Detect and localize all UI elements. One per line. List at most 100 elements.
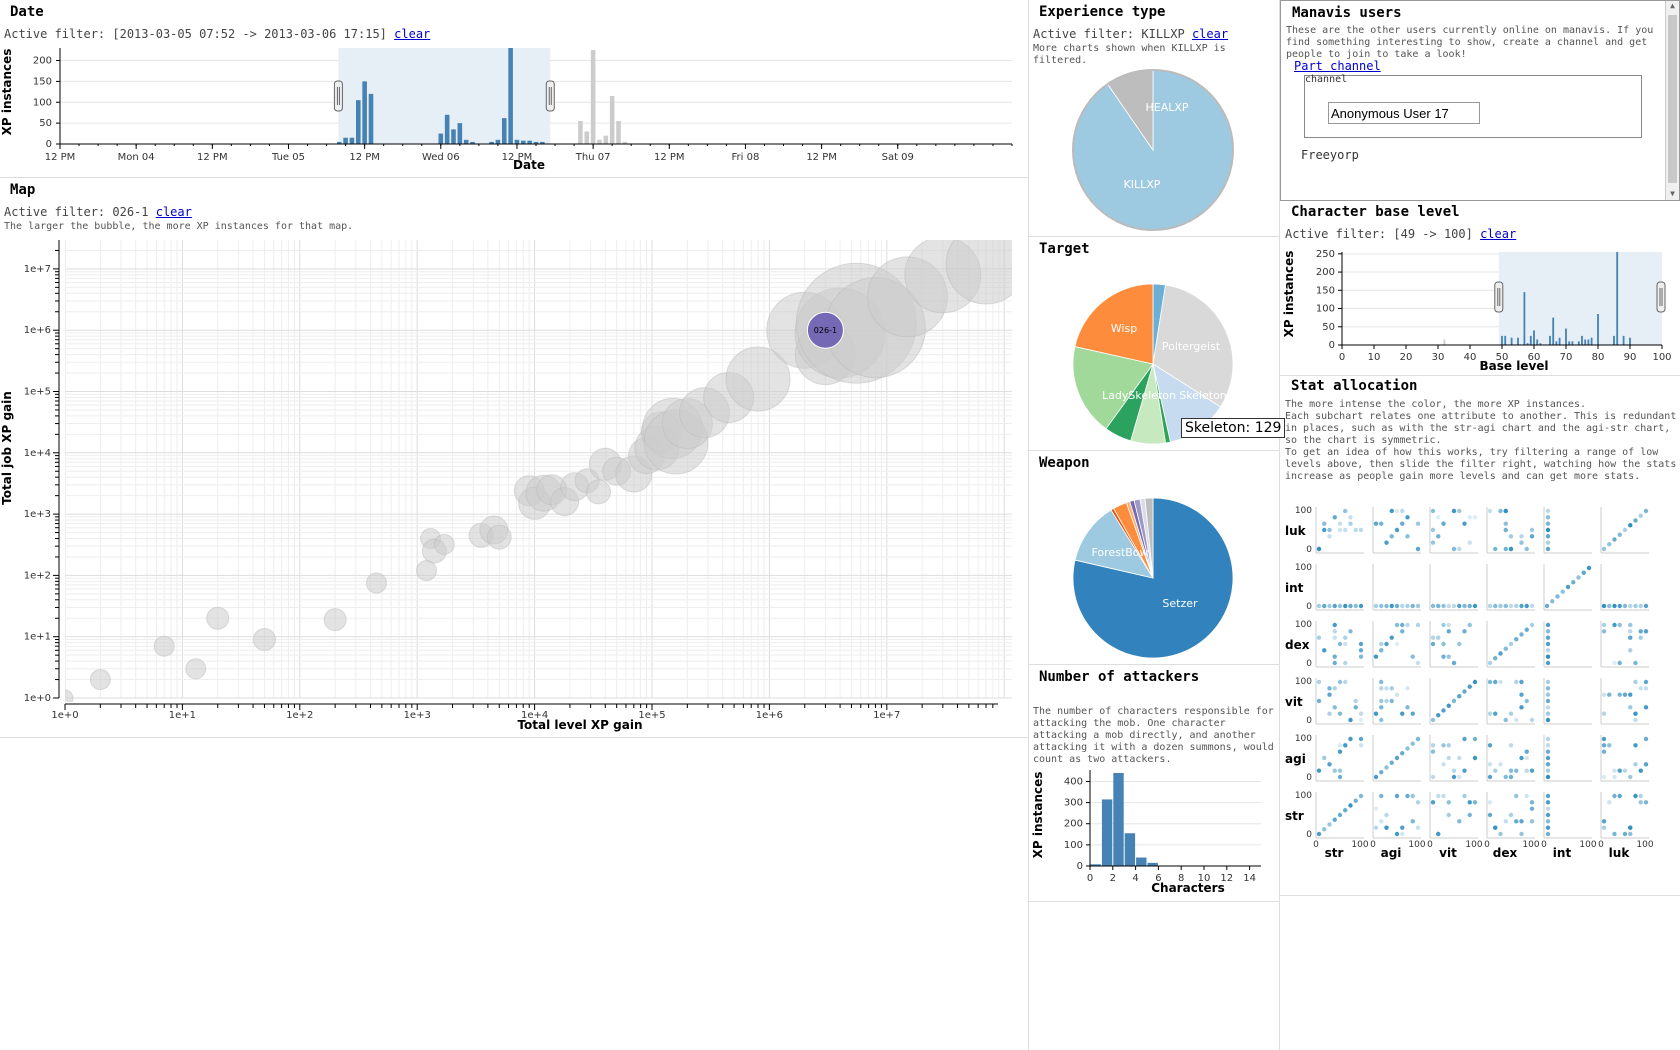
stat-cell[interactable] [1529,717,1535,723]
stat-cell[interactable] [1337,679,1343,685]
stat-cell[interactable] [1451,508,1457,514]
map-bubble[interactable] [323,608,347,632]
stat-cell[interactable] [1457,755,1462,761]
stat-cell[interactable] [1628,692,1633,697]
stat-cell[interactable] [1389,698,1394,704]
stat-cell[interactable] [1545,812,1551,818]
stat-cell[interactable] [1612,793,1617,799]
stat-cell[interactable] [1327,762,1332,767]
stat-cell[interactable] [1379,770,1384,775]
stat-cell[interactable] [1638,513,1643,518]
stat-cell[interactable] [1487,743,1493,748]
stat-cell[interactable] [1337,521,1343,526]
stat-cell[interactable] [1503,819,1508,824]
stat-cell[interactable] [1379,686,1384,691]
stat-cell[interactable] [1441,641,1446,647]
stat-cell[interactable] [1545,819,1551,824]
stat-cell[interactable] [1348,736,1353,742]
stat-cell[interactable] [1415,800,1421,805]
scroll-up-icon[interactable]: ▲ [1670,1,1675,10]
stat-cell[interactable] [1446,800,1451,805]
stat-cell[interactable] [1498,831,1503,837]
stat-cell[interactable] [1405,515,1410,520]
stat-cell[interactable] [1343,603,1348,609]
stat-cell[interactable] [1633,762,1638,767]
stat-cell[interactable] [1441,793,1446,799]
stat-cell[interactable] [1612,537,1617,542]
stat-cell[interactable] [1467,515,1472,520]
stat-cell[interactable] [1353,698,1358,704]
stat-cell[interactable] [1617,603,1622,609]
base-bar[interactable] [1549,335,1551,345]
stat-cell[interactable] [1519,603,1524,609]
base-bar[interactable] [1504,335,1507,345]
stat-cell[interactable] [1560,589,1565,594]
stat-cell[interactable] [1472,755,1478,761]
stat-cell[interactable] [1638,635,1643,640]
stat-cell[interactable] [1493,603,1498,609]
stat-cell[interactable] [1358,603,1364,609]
stat-cell[interactable] [1545,705,1551,710]
stat-cell[interactable] [1529,800,1535,805]
stat-cell[interactable] [1545,629,1551,634]
stat-cell[interactable] [1405,534,1410,539]
stat-cell[interactable] [1337,641,1343,647]
stat-cell[interactable] [1451,774,1457,780]
date-bar[interactable] [343,137,348,144]
stat-cell[interactable] [1638,686,1643,691]
date-bar[interactable] [349,137,355,144]
stat-cell[interactable] [1508,711,1514,716]
base-bar[interactable] [1558,337,1561,345]
attackers-bar[interactable] [1113,773,1124,866]
stat-cell[interactable] [1316,831,1322,837]
stat-cell[interactable] [1394,527,1400,533]
date-bar[interactable] [356,100,361,144]
stat-cell[interactable] [1348,629,1353,634]
stat-cell[interactable] [1384,686,1389,691]
stat-cell[interactable] [1405,793,1410,799]
date-bar[interactable] [609,96,615,144]
stat-cell[interactable] [1415,622,1421,628]
stat-cell[interactable] [1643,736,1649,742]
stat-cell[interactable] [1612,768,1617,773]
stat-cell[interactable] [1441,654,1446,659]
stat-cell[interactable] [1373,603,1379,609]
stat-cell[interactable] [1545,635,1551,640]
stat-cell[interactable] [1633,743,1638,748]
stat-cell[interactable] [1415,825,1421,830]
date-bar[interactable] [597,139,602,144]
base-bar[interactable] [1565,328,1567,345]
stat-cell[interactable] [1601,819,1607,824]
stat-cell[interactable] [1327,822,1332,827]
date-bar[interactable] [521,140,526,144]
stat-cell[interactable] [1643,679,1649,685]
stat-cell[interactable] [1633,518,1638,523]
stat-cell[interactable] [1472,679,1478,685]
stat-cell[interactable] [1529,819,1535,824]
stat-cell[interactable] [1514,819,1519,824]
stat-cell[interactable] [1415,603,1421,609]
stat-cell[interactable] [1441,622,1446,628]
stat-cell[interactable] [1638,603,1643,609]
date-bar[interactable] [451,129,456,144]
stat-cell[interactable] [1545,521,1551,526]
stat-cell[interactable] [1327,603,1332,609]
stat-cell[interactable] [1462,768,1467,773]
base-bar[interactable] [1552,317,1555,345]
stat-cell[interactable] [1353,603,1358,609]
stat-cell[interactable] [1410,603,1415,609]
stat-cell[interactable] [1373,521,1379,526]
stat-cell[interactable] [1524,698,1529,704]
stat-cell[interactable] [1524,627,1529,632]
stat-cell[interactable] [1358,717,1364,723]
stat-cell[interactable] [1467,684,1472,689]
stat-cell[interactable] [1322,827,1327,832]
stat-cell[interactable] [1384,698,1389,704]
stat-cell[interactable] [1379,648,1384,653]
stat-cell[interactable] [1544,603,1550,609]
stat-cell[interactable] [1508,743,1514,748]
stat-cell[interactable] [1405,622,1410,628]
stat-cell[interactable] [1358,736,1364,742]
stat-cell[interactable] [1545,660,1551,666]
stat-cell[interactable] [1601,736,1607,742]
